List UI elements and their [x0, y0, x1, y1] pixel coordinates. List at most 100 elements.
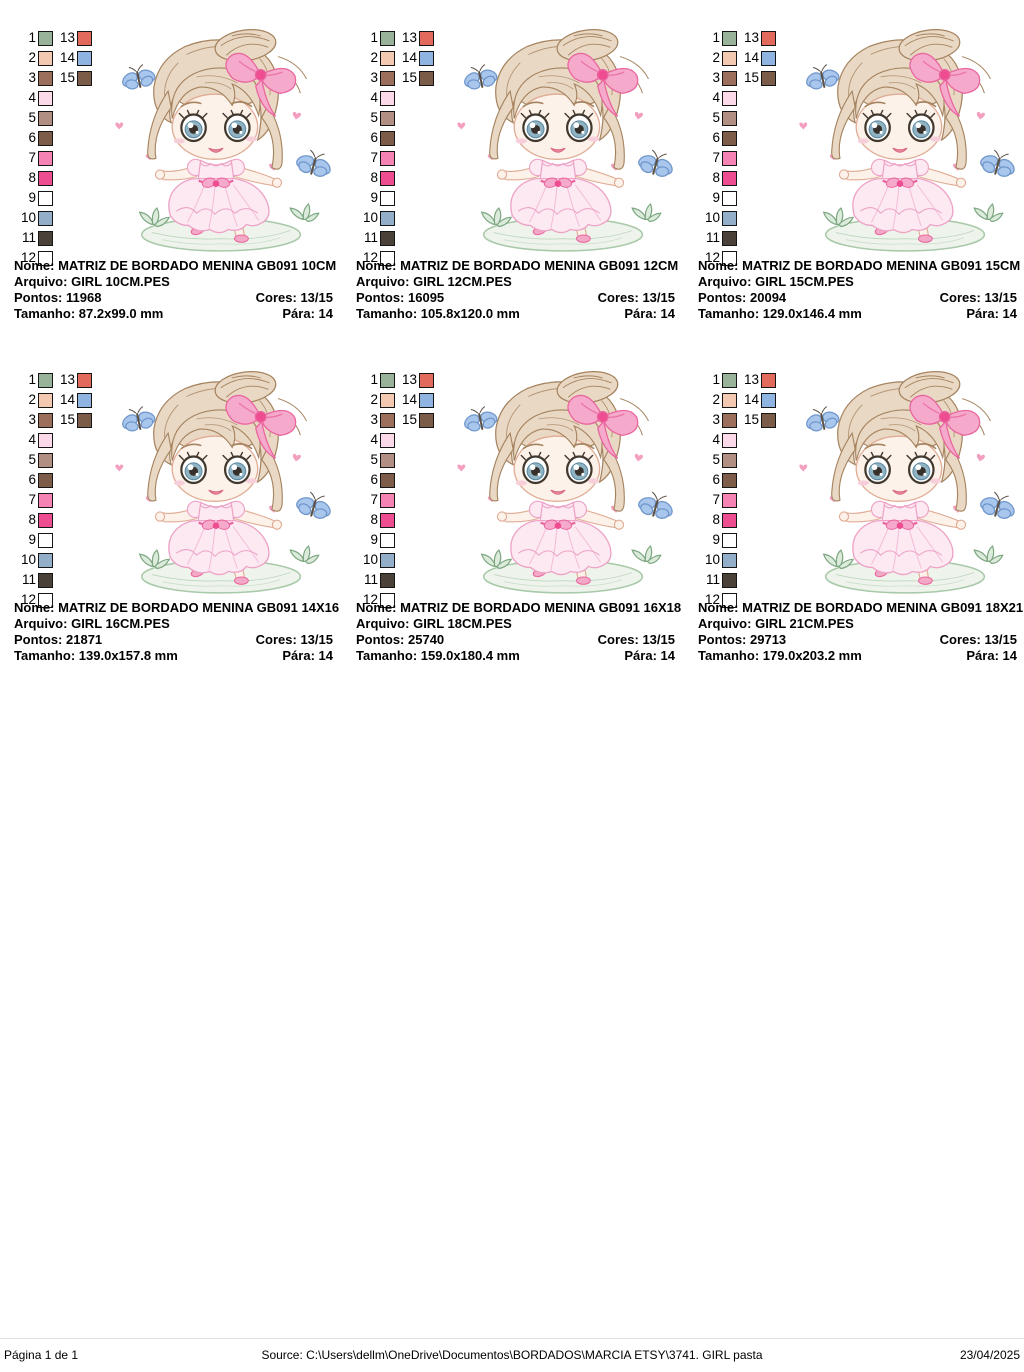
- thread-number: 9: [712, 190, 720, 205]
- thread-number: 2: [712, 392, 720, 407]
- thread-color-swatch: [722, 90, 737, 106]
- embroidery-girl-illustration: [104, 366, 334, 600]
- palette-row: 4: [700, 88, 776, 108]
- palette-row: 12: [700, 248, 776, 268]
- thread-color-swatch: [38, 70, 53, 86]
- palette-row: 7: [358, 148, 434, 168]
- tamanho-value: Tamanho: 139.0x157.8 mm: [14, 648, 178, 663]
- thread-number: 1: [712, 30, 720, 45]
- thread-number: 13: [401, 372, 417, 387]
- thread-number: 7: [712, 150, 720, 165]
- palette-row: 10: [358, 550, 434, 570]
- thread-color-swatch: [38, 170, 53, 186]
- thread-color-swatch: [722, 130, 737, 146]
- tamanho-value: Tamanho: 179.0x203.2 mm: [698, 648, 862, 663]
- palette-row: 7: [16, 490, 92, 510]
- thread-color-swatch: [38, 412, 53, 428]
- thread-number: 3: [712, 70, 720, 85]
- thread-number: 5: [370, 452, 378, 467]
- thread-color-swatch: [38, 250, 53, 266]
- thread-number: 11: [21, 230, 36, 245]
- palette-row: 5: [358, 108, 434, 128]
- thread-color-swatch: [38, 130, 53, 146]
- thread-number: 6: [370, 130, 378, 145]
- thread-number: 3: [370, 412, 378, 427]
- cores-value: Cores: 13/15: [939, 632, 1017, 647]
- pontos-value: Pontos: 20094: [698, 290, 787, 305]
- design-panel: 1 13 2 14 3 15 4 5 6 7 8 9 10 11 12 Nome: MATRIZ DE BO…: [696, 20, 1024, 332]
- thread-number: 1: [712, 372, 720, 387]
- thread-number: 11: [363, 572, 378, 587]
- thread-color-swatch: [380, 472, 395, 488]
- palette-row: 5: [358, 450, 434, 470]
- thread-color-swatch: [722, 552, 737, 568]
- palette-row: 9: [16, 188, 92, 208]
- thread-color-swatch: [77, 392, 92, 408]
- palette-row: 10: [700, 208, 776, 228]
- thread-color-swatch: [77, 372, 92, 388]
- thread-number: 6: [712, 472, 720, 487]
- palette-row: 7: [358, 490, 434, 510]
- thread-color-swatch: [38, 230, 53, 246]
- thread-color-swatch: [722, 30, 737, 46]
- thread-number: 7: [28, 492, 36, 507]
- thread-number: 5: [712, 452, 720, 467]
- thread-number: 13: [401, 30, 417, 45]
- thread-number: 8: [712, 512, 720, 527]
- thread-number: 13: [743, 372, 759, 387]
- palette-row: 4: [16, 430, 92, 450]
- tamanho-para-line: Tamanho: 105.8x120.0 mm Pára: 14: [356, 306, 675, 322]
- thread-color-swatch: [761, 412, 776, 428]
- tamanho-para-line: Tamanho: 179.0x203.2 mm Pára: 14: [698, 648, 1017, 664]
- thread-number: 14: [743, 392, 759, 407]
- para-value: Pára: 14: [966, 306, 1017, 321]
- pontos-value: Pontos: 16095: [356, 290, 445, 305]
- thread-number: 10: [362, 210, 378, 225]
- thread-number: 8: [28, 170, 36, 185]
- thread-color-palette: 1 13 2 14 3 15 4 5 6 7 8 9 10 11 12: [358, 370, 434, 610]
- thread-color-swatch: [761, 50, 776, 66]
- thread-number: 11: [705, 572, 720, 587]
- thread-number: 1: [28, 372, 36, 387]
- thread-number: 2: [370, 50, 378, 65]
- design-panel: 1 13 2 14 3 15 4 5 6 7 8 9 10 11 12 Nome: MATRIZ DE BO…: [12, 20, 342, 332]
- palette-row: 5: [700, 450, 776, 470]
- thread-color-swatch: [419, 50, 434, 66]
- thread-number: 11: [363, 230, 378, 245]
- nome-line: Nome: MATRIZ DE BORDADO MENINA GB091 10C…: [14, 258, 337, 273]
- thread-number: 1: [370, 30, 378, 45]
- palette-row: 11: [700, 228, 776, 248]
- palette-row: 7: [700, 490, 776, 510]
- thread-color-swatch: [722, 592, 737, 608]
- palette-row: 2 14: [16, 48, 92, 68]
- thread-number: 13: [59, 30, 75, 45]
- palette-row: 12: [700, 590, 776, 610]
- palette-row: 4: [16, 88, 92, 108]
- thread-number: 3: [370, 70, 378, 85]
- thread-number: 2: [28, 50, 36, 65]
- thread-color-swatch: [722, 70, 737, 86]
- thread-color-swatch: [380, 90, 395, 106]
- tamanho-para-line: Tamanho: 139.0x157.8 mm Pára: 14: [14, 648, 333, 664]
- palette-row: 10: [16, 550, 92, 570]
- thread-color-swatch: [722, 250, 737, 266]
- thread-color-swatch: [761, 70, 776, 86]
- palette-row: 3 15: [358, 68, 434, 88]
- palette-row: 3 15: [16, 68, 92, 88]
- thread-color-swatch: [38, 552, 53, 568]
- thread-color-swatch: [380, 30, 395, 46]
- nome-line: Nome: MATRIZ DE BORDADO MENINA GB091 18X…: [698, 600, 1024, 615]
- palette-row: 1 13: [700, 370, 776, 390]
- thread-color-swatch: [380, 190, 395, 206]
- thread-color-swatch: [722, 190, 737, 206]
- thread-number: 8: [712, 170, 720, 185]
- thread-number: 7: [712, 492, 720, 507]
- thread-color-swatch: [38, 512, 53, 528]
- arquivo-line: Arquivo: GIRL 18CM.PES: [356, 616, 512, 631]
- thread-color-swatch: [722, 50, 737, 66]
- thread-number: 13: [743, 30, 759, 45]
- thread-number: 2: [28, 392, 36, 407]
- thread-number: 4: [712, 432, 720, 447]
- thread-color-swatch: [38, 452, 53, 468]
- thread-number: 7: [28, 150, 36, 165]
